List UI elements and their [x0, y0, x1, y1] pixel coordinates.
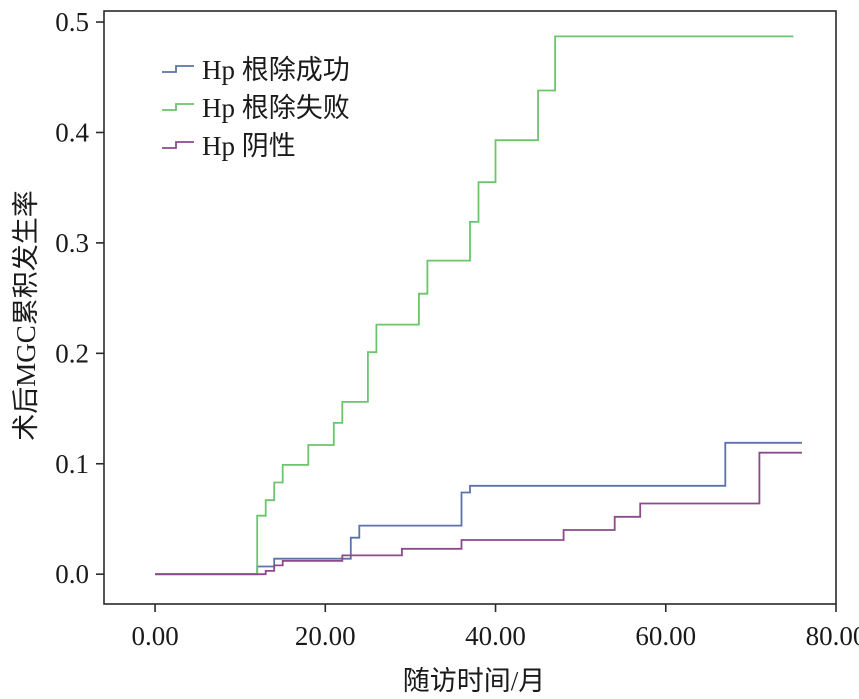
y-tick-label: 0.1	[55, 449, 89, 479]
series-line-3	[155, 451, 802, 576]
y-tick-label: 0.0	[55, 559, 89, 589]
legend-swatch	[162, 141, 194, 149]
legend-swatch	[162, 65, 194, 73]
x-tick-label: 20.00	[295, 621, 356, 651]
plot-area-frame	[103, 10, 837, 605]
legend: Hp 根除成功 Hp 根除失败 Hp 阴性	[162, 55, 350, 161]
legend-swatch	[162, 103, 194, 111]
series-line-2	[155, 35, 794, 576]
y-axis: 0.0 0.1 0.2 0.3 0.4 0.5	[55, 7, 104, 589]
series-line-1	[155, 441, 802, 576]
legend-label: Hp 阴性	[202, 131, 296, 161]
x-tick-label: 0.00	[131, 621, 178, 651]
x-tick-label: 80.00	[806, 621, 859, 651]
legend-label: Hp 根除成功	[202, 55, 350, 85]
x-axis: 0.00 20.00 40.00 60.00 80.00	[131, 604, 859, 651]
x-tick-label: 40.00	[465, 621, 526, 651]
y-tick-label: 0.5	[55, 7, 89, 37]
y-tick-label: 0.2	[55, 338, 89, 368]
series-lines	[155, 35, 802, 576]
y-tick-label: 0.4	[55, 117, 89, 147]
y-axis-title: 术后MGC累积发生率	[11, 190, 41, 441]
y-tick-label: 0.3	[55, 228, 89, 258]
x-tick-label: 60.00	[635, 621, 696, 651]
x-axis-title: 随访时间/月	[403, 666, 546, 696]
legend-label: Hp 根除失败	[202, 93, 350, 123]
